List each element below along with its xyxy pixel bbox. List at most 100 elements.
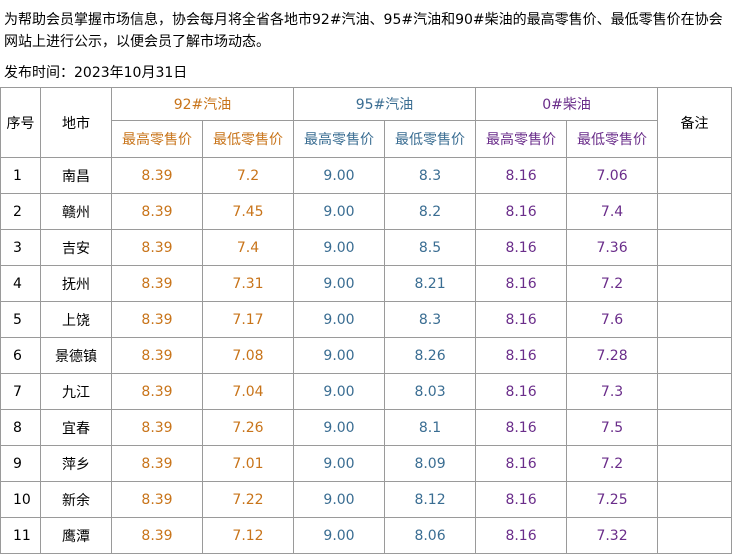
cell-0-max: 8.16 <box>475 301 568 338</box>
table-row: 3 吉安 8.39 7.4 9.00 8.5 8.16 7.36 <box>0 229 733 266</box>
cell-city: 上饶 <box>40 301 112 338</box>
cell-note <box>657 193 733 230</box>
cell-city: 南昌 <box>40 157 112 194</box>
cell-92-min: 7.12 <box>201 517 295 554</box>
cell-0-min: 7.06 <box>566 157 659 194</box>
table-row: 2 赣州 8.39 7.45 9.00 8.2 8.16 7.4 <box>0 193 733 230</box>
cell-0-min: 7.6 <box>566 301 659 338</box>
cell-0-min: 7.5 <box>566 409 659 446</box>
cell-95-max: 9.00 <box>293 301 386 338</box>
cell-0-max: 8.16 <box>475 229 568 266</box>
table-row: 8 宜春 8.39 7.26 9.00 8.1 8.16 7.5 <box>0 409 733 446</box>
cell-0-max: 8.16 <box>475 481 568 518</box>
cell-95-min: 8.26 <box>384 337 477 374</box>
header-0-diesel: 0#柴油 <box>475 87 659 121</box>
cell-92-max: 8.39 <box>111 337 203 374</box>
table-row: 10 新余 8.39 7.22 9.00 8.12 8.16 7.25 <box>0 481 733 518</box>
cell-0-min: 7.2 <box>566 265 659 302</box>
cell-seq: 1 <box>0 157 41 194</box>
cell-note <box>657 409 733 446</box>
cell-0-max: 8.16 <box>475 265 568 302</box>
cell-seq: 6 <box>0 337 41 374</box>
cell-city: 宜春 <box>40 409 112 446</box>
cell-95-max: 9.00 <box>293 445 386 482</box>
cell-95-min: 8.3 <box>384 301 477 338</box>
cell-95-min: 8.3 <box>384 157 477 194</box>
cell-seq: 5 <box>0 301 41 338</box>
header-92-max: 最高零售价 <box>111 120 203 158</box>
header-note: 备注 <box>657 87 733 158</box>
cell-95-min: 8.06 <box>384 517 477 554</box>
cell-92-min: 7.26 <box>201 409 295 446</box>
cell-0-max: 8.16 <box>475 517 568 554</box>
cell-92-max: 8.39 <box>111 517 203 554</box>
cell-92-min: 7.17 <box>201 301 295 338</box>
cell-92-min: 7.08 <box>201 337 295 374</box>
cell-seq: 3 <box>0 229 41 266</box>
cell-0-max: 8.16 <box>475 337 568 374</box>
cell-0-min: 7.36 <box>566 229 659 266</box>
cell-92-min: 7.31 <box>201 265 295 302</box>
cell-95-min: 8.21 <box>384 265 477 302</box>
cell-note <box>657 337 733 374</box>
cell-95-max: 9.00 <box>293 409 386 446</box>
cell-seq: 7 <box>0 373 41 410</box>
cell-95-min: 8.2 <box>384 193 477 230</box>
cell-note <box>657 481 733 518</box>
publish-date: 发布时间：2023年10月31日 <box>4 65 188 81</box>
cell-city: 新余 <box>40 481 112 518</box>
cell-92-max: 8.39 <box>111 229 203 266</box>
cell-0-min: 7.2 <box>566 445 659 482</box>
cell-city: 九江 <box>40 373 112 410</box>
price-rows: 1 南昌 8.39 7.2 9.00 8.3 8.16 7.06 2 赣州 8.… <box>0 157 733 554</box>
cell-92-max: 8.39 <box>111 481 203 518</box>
cell-note <box>657 157 733 194</box>
cell-92-min: 7.04 <box>201 373 295 410</box>
table-row: 4 抚州 8.39 7.31 9.00 8.21 8.16 7.2 <box>0 265 733 302</box>
cell-92-max: 8.39 <box>111 265 203 302</box>
cell-95-max: 9.00 <box>293 157 386 194</box>
cell-92-min: 7.2 <box>201 157 295 194</box>
cell-city: 赣州 <box>40 193 112 230</box>
header-92-min: 最低零售价 <box>201 120 295 158</box>
cell-0-max: 8.16 <box>475 409 568 446</box>
cell-92-max: 8.39 <box>111 157 203 194</box>
cell-92-min: 7.4 <box>201 229 295 266</box>
cell-note <box>657 445 733 482</box>
cell-note <box>657 301 733 338</box>
header-row-sub: 最高零售价 最低零售价 最高零售价 最低零售价 最高零售价 最低零售价 <box>1 120 732 158</box>
cell-0-min: 7.4 <box>566 193 659 230</box>
cell-0-min: 7.32 <box>566 517 659 554</box>
cell-seq: 11 <box>0 517 41 554</box>
cell-note <box>657 373 733 410</box>
cell-0-max: 8.16 <box>475 157 568 194</box>
cell-seq: 4 <box>0 265 41 302</box>
header-city: 地市 <box>40 87 112 158</box>
cell-city: 景德镇 <box>40 337 112 374</box>
cell-95-min: 8.12 <box>384 481 477 518</box>
cell-city: 吉安 <box>40 229 112 266</box>
table-row: 1 南昌 8.39 7.2 9.00 8.3 8.16 7.06 <box>0 157 733 194</box>
cell-city: 鹰潭 <box>40 517 112 554</box>
table-row: 6 景德镇 8.39 7.08 9.00 8.26 8.16 7.28 <box>0 337 733 374</box>
cell-92-max: 8.39 <box>111 193 203 230</box>
cell-seq: 2 <box>0 193 41 230</box>
cell-95-min: 8.03 <box>384 373 477 410</box>
table-row: 5 上饶 8.39 7.17 9.00 8.3 8.16 7.6 <box>0 301 733 338</box>
cell-seq: 10 <box>0 481 41 518</box>
cell-95-max: 9.00 <box>293 517 386 554</box>
cell-0-min: 7.28 <box>566 337 659 374</box>
cell-95-max: 9.00 <box>293 337 386 374</box>
cell-0-max: 8.16 <box>475 445 568 482</box>
header-row-top: 序号 地市 92#汽油 95#汽油 0#柴油 备注 <box>0 87 733 158</box>
header-0-max: 最高零售价 <box>475 120 568 158</box>
cell-92-max: 8.39 <box>111 373 203 410</box>
cell-95-max: 9.00 <box>293 373 386 410</box>
header-seq: 序号 <box>0 87 41 158</box>
cell-0-min: 7.25 <box>566 481 659 518</box>
cell-95-max: 9.00 <box>293 229 386 266</box>
cell-note <box>657 517 733 554</box>
header-92-gasoline: 92#汽油 <box>110 87 295 121</box>
cell-0-min: 7.3 <box>566 373 659 410</box>
cell-0-max: 8.16 <box>475 373 568 410</box>
